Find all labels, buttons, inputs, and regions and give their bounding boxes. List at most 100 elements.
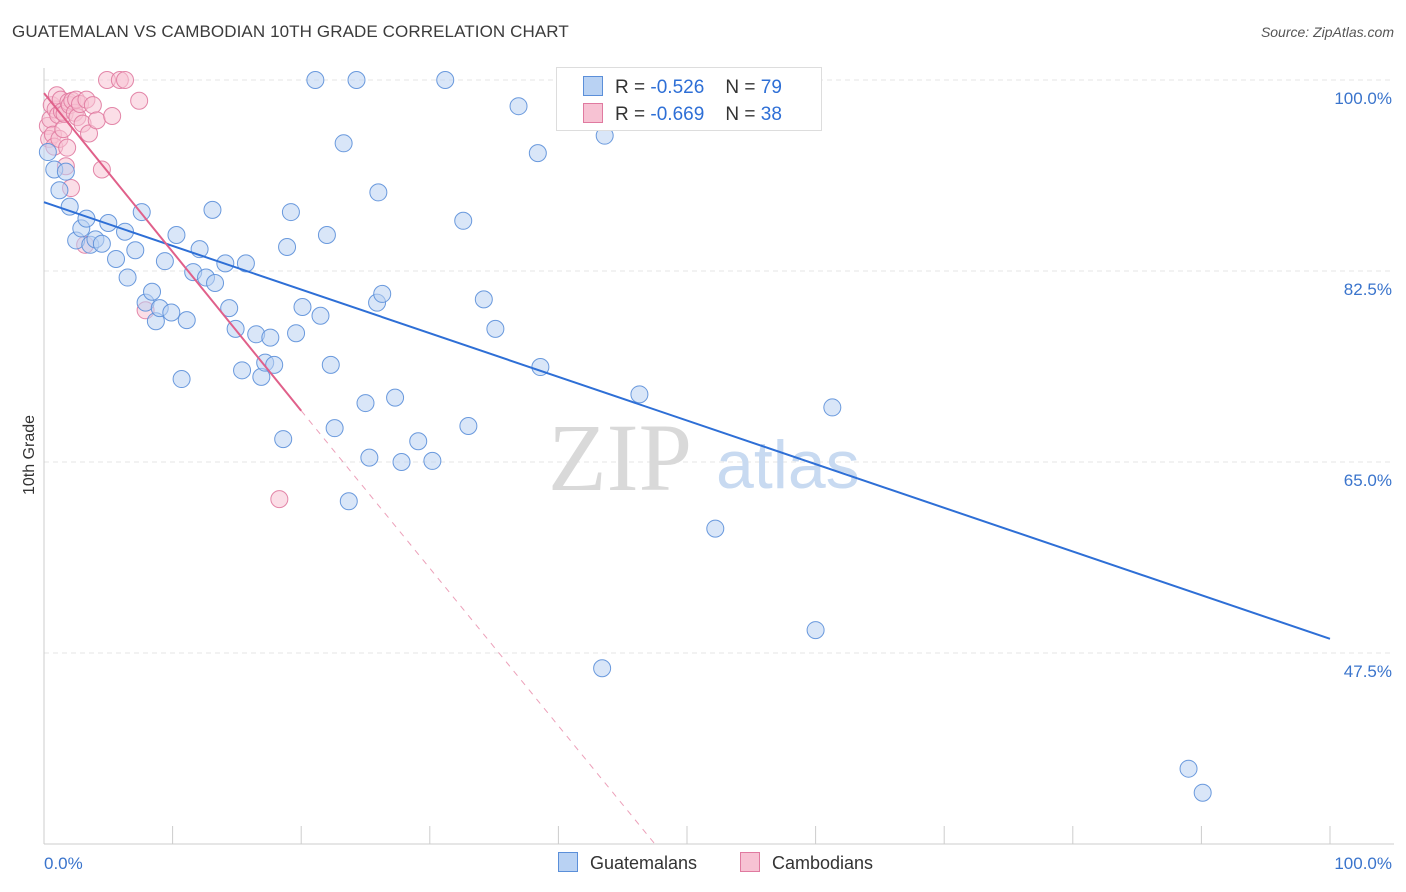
guatemalans-point bbox=[287, 324, 306, 343]
y-tick-label: 82.5% bbox=[1344, 280, 1392, 299]
guatemalans-point bbox=[155, 252, 174, 271]
guatemalans-point bbox=[356, 394, 375, 413]
guatemalans-point bbox=[706, 519, 725, 538]
legend-label-guatemalans: Guatemalans bbox=[590, 853, 698, 873]
cambodians-trend-extension bbox=[300, 410, 656, 845]
guatemalans-point bbox=[436, 71, 455, 89]
guatemalans-point bbox=[265, 355, 284, 374]
guatemalans-point bbox=[143, 282, 162, 301]
legend-label-cambodians: Cambodians bbox=[772, 853, 874, 873]
guatemalans-point bbox=[423, 451, 442, 470]
legend-item-cambodians[interactable]: Cambodians bbox=[740, 852, 873, 874]
cambodians-point bbox=[92, 160, 111, 179]
cambodians-point bbox=[270, 490, 289, 509]
stats-row-guatemalans: R = -0.526 N = 79 bbox=[583, 76, 782, 98]
guatemalans-point bbox=[630, 385, 649, 404]
guatemalans-point bbox=[334, 134, 353, 153]
guatemalans-point bbox=[311, 306, 330, 325]
guatemalans-point bbox=[386, 388, 405, 407]
guatemalans-point bbox=[172, 370, 191, 389]
y-tick-label: 100.0% bbox=[1334, 89, 1392, 108]
guatemalans-point bbox=[38, 143, 57, 162]
guatemalans-point bbox=[509, 97, 528, 116]
guatemalans-point bbox=[220, 299, 239, 318]
guatemalans-point bbox=[486, 319, 505, 338]
guatemalans-point bbox=[233, 361, 252, 380]
guatemalans-trend-line bbox=[43, 201, 1331, 640]
watermark-atlas: atlas bbox=[716, 427, 860, 503]
cambodians-point bbox=[103, 107, 122, 126]
trend-lines bbox=[43, 92, 1331, 845]
x-tick-label-min: 0.0% bbox=[44, 854, 83, 873]
guatemalans-point bbox=[1179, 759, 1198, 778]
chart-title: GUATEMALAN VS CAMBODIAN 10TH GRADE CORRE… bbox=[12, 22, 569, 41]
cambodians-point bbox=[130, 91, 149, 110]
guatemalans-legend-swatch bbox=[558, 852, 578, 872]
r-value-guatemalans: -0.526 bbox=[650, 77, 705, 98]
cambodians-points bbox=[38, 71, 289, 509]
guatemalans-point bbox=[278, 237, 297, 256]
guatemalans-swatch bbox=[583, 76, 603, 96]
guatemalans-point bbox=[236, 254, 255, 273]
cambodians-point bbox=[83, 96, 102, 115]
guatemalans-point bbox=[459, 416, 478, 435]
guatemalans-point bbox=[99, 213, 118, 232]
y-tick-label: 47.5% bbox=[1344, 662, 1392, 681]
guatemalans-point bbox=[162, 303, 181, 322]
guatemalans-point bbox=[50, 181, 69, 200]
guatemalans-point bbox=[92, 234, 111, 253]
guatemalans-point bbox=[528, 144, 547, 163]
guatemalans-point bbox=[317, 225, 336, 244]
guatemalans-point bbox=[347, 71, 366, 89]
guatemalans-point bbox=[306, 71, 325, 89]
y-tick-label: 65.0% bbox=[1344, 471, 1392, 490]
guatemalans-point bbox=[56, 162, 75, 181]
x-tick-label-max: 100.0% bbox=[1334, 854, 1392, 873]
cambodians-point bbox=[58, 138, 77, 157]
source-note: Source: ZipAtlas.com bbox=[1260, 24, 1394, 40]
guatemalans-point bbox=[373, 284, 392, 303]
axes bbox=[43, 68, 1394, 845]
guatemalans-point bbox=[325, 419, 344, 438]
guatemalans-point bbox=[118, 268, 137, 287]
n-label: N = bbox=[725, 104, 756, 125]
guatemalans-point bbox=[593, 659, 612, 678]
grid-lines bbox=[44, 79, 1394, 654]
r-label: R = bbox=[615, 77, 646, 98]
cambodians-legend-swatch bbox=[740, 852, 760, 872]
guatemalans-point bbox=[261, 328, 280, 347]
guatemalans-point bbox=[126, 241, 145, 260]
guatemalans-point bbox=[369, 183, 388, 202]
n-value-guatemalans: 79 bbox=[760, 77, 782, 98]
y-tick-labels: 47.5% 65.0% 82.5% 100.0% bbox=[1334, 89, 1392, 681]
guatemalans-point bbox=[474, 290, 493, 309]
guatemalans-point bbox=[1193, 783, 1212, 802]
r-value-cambodians: -0.669 bbox=[650, 104, 705, 125]
cambodians-swatch bbox=[583, 103, 603, 123]
stats-row-cambodians: R = -0.669 N = 38 bbox=[583, 103, 782, 125]
n-label: N = bbox=[725, 77, 756, 98]
guatemalans-point bbox=[107, 249, 126, 268]
watermark-zip: ZIP bbox=[548, 404, 692, 511]
guatemalans-point bbox=[454, 211, 473, 230]
guatemalans-point bbox=[360, 448, 379, 467]
legend-item-guatemalans[interactable]: Guatemalans bbox=[558, 852, 697, 874]
stats-legend: R = -0.526 N = 79 R = -0.669 N = 38 bbox=[556, 67, 822, 131]
cambodians-trend-line bbox=[43, 92, 302, 412]
guatemalans-point bbox=[339, 492, 358, 511]
guatemalans-point bbox=[281, 203, 300, 222]
guatemalans-point bbox=[392, 453, 411, 471]
guatemalans-point bbox=[274, 430, 293, 449]
guatemalans-point bbox=[60, 197, 79, 216]
guatemalans-point bbox=[823, 398, 842, 417]
guatemalans-point bbox=[167, 225, 186, 244]
cambodians-point bbox=[87, 111, 106, 130]
guatemalans-point bbox=[203, 200, 222, 219]
guatemalans-point bbox=[321, 355, 340, 374]
guatemalans-point bbox=[206, 274, 225, 293]
y-axis-label: 10th Grade bbox=[21, 415, 38, 495]
guatemalans-point bbox=[293, 298, 312, 317]
cambodians-point bbox=[116, 71, 135, 89]
guatemalans-point bbox=[409, 432, 428, 451]
